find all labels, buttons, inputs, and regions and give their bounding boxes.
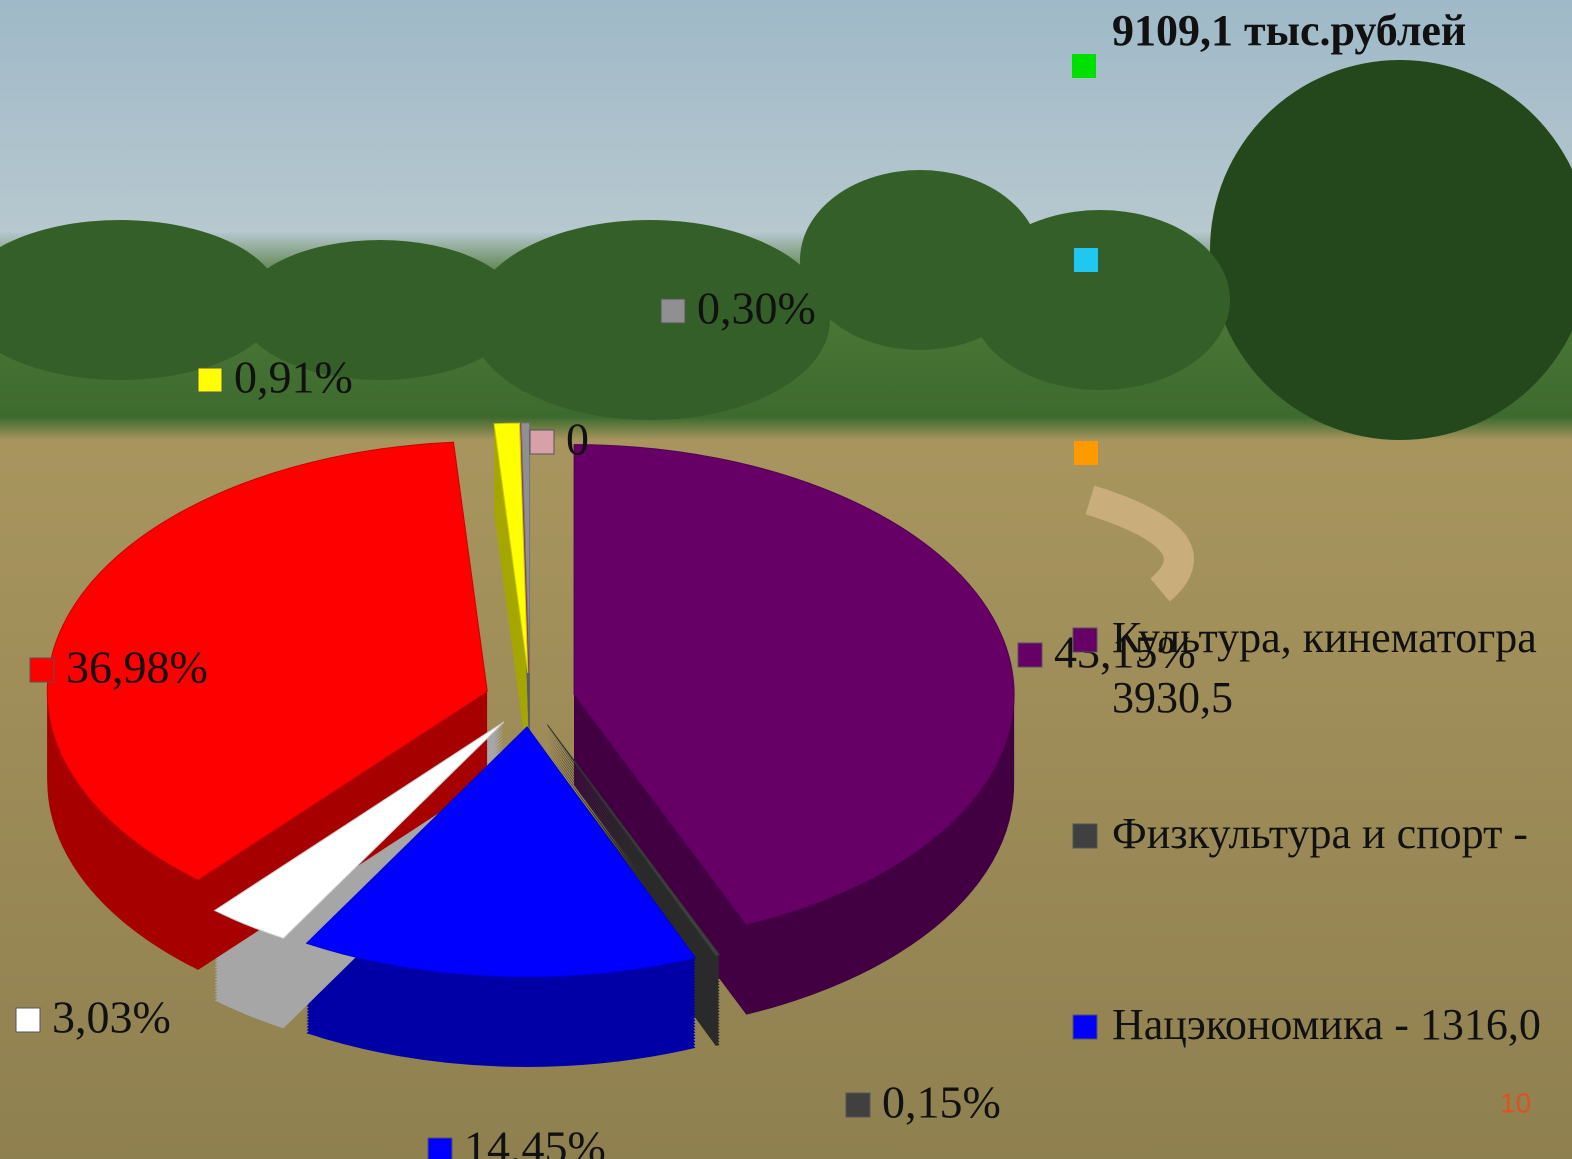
legend-marker: [1072, 1014, 1098, 1040]
label-marker: [529, 429, 555, 455]
data-label: 0: [566, 414, 589, 465]
page-number: 10: [1500, 1087, 1531, 1118]
trees: [0, 60, 1572, 440]
data-label: 3,03%: [52, 992, 171, 1043]
slice: [46, 441, 488, 881]
slice: [305, 726, 697, 978]
label-marker: [29, 657, 55, 683]
data-label: 0,91%: [234, 352, 353, 403]
legend-label: Культура, кинематогра: [1112, 613, 1537, 662]
legend-label: Нацэкономика - 1316,0: [1112, 1000, 1541, 1049]
slice: [547, 724, 721, 957]
label-marker: [1017, 642, 1043, 668]
label-marker: [845, 1092, 871, 1118]
label-marker: [660, 298, 686, 324]
data-label: 0,30%: [697, 283, 816, 334]
label-marker: [197, 367, 223, 393]
label-marker: [427, 1137, 453, 1159]
chart-title: 9109,1 тыс.рублей: [1112, 6, 1466, 55]
legend-annotation: 3930,5: [1112, 673, 1233, 722]
legend-label: Физкультура и спорт -: [1112, 809, 1528, 858]
slice: [493, 422, 529, 674]
legend-decor: [1072, 54, 1098, 465]
data-label: 36,98%: [66, 642, 208, 693]
data-label: 14,45%: [464, 1122, 606, 1159]
slice: [573, 444, 1015, 926]
slice: [520, 422, 531, 674]
legend-marker: [1072, 627, 1098, 653]
data-label: 0,15%: [882, 1077, 1001, 1128]
label-marker: [15, 1007, 41, 1033]
slice: [213, 721, 505, 939]
legend-marker: [1072, 823, 1098, 849]
road: [1085, 485, 1194, 602]
